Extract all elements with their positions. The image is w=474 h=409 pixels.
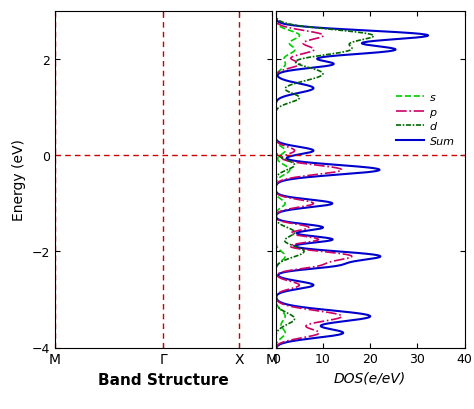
Legend: s, p, d, Sum: s, p, d, Sum bbox=[392, 89, 459, 151]
Y-axis label: Energy (eV): Energy (eV) bbox=[12, 139, 26, 221]
X-axis label: Band Structure: Band Structure bbox=[98, 372, 228, 387]
X-axis label: DOS(e/eV): DOS(e/eV) bbox=[334, 371, 406, 385]
